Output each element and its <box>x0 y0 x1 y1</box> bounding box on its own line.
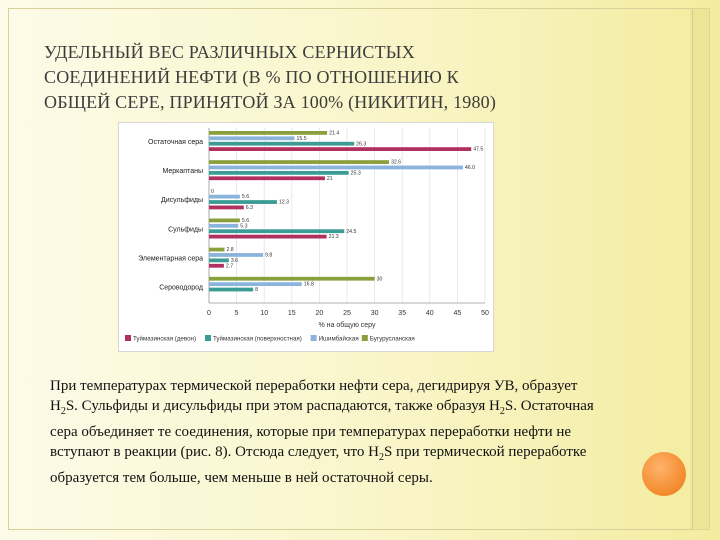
bar <box>209 205 244 210</box>
category-label: Дисульфиды <box>161 197 203 204</box>
data-label: 15.5 <box>297 136 307 142</box>
data-label: 24.5 <box>346 229 356 235</box>
bar <box>209 141 355 146</box>
legend-label: Ишимбайская <box>319 336 359 343</box>
bar <box>209 170 349 175</box>
x-axis-label: % на общую серу <box>318 321 376 329</box>
decorative-vertical-line <box>692 8 693 530</box>
bar-chart: 0 5 10 15 20 25 30 35 40 45 50 % на общую серу Остат… <box>125 128 489 343</box>
legend-label: Туймазинская (поверхностная) <box>213 336 302 343</box>
bar <box>209 247 225 252</box>
data-label: 12.3 <box>279 200 289 206</box>
data-label: 21 <box>327 176 333 182</box>
bar <box>209 218 240 223</box>
bar <box>209 258 229 263</box>
bar <box>209 194 240 199</box>
data-label: 2.8 <box>226 247 233 253</box>
bar <box>209 263 224 268</box>
data-label: 5.3 <box>240 223 247 229</box>
slide-title: УДЕЛЬНЫЙ ВЕС РАЗЛИЧНЫХ СЕРНИСТЫХ СОЕДИНЕ… <box>44 40 644 115</box>
legend-label: Бугурусланская <box>370 336 415 343</box>
data-label: 47.5 <box>473 147 483 153</box>
bar <box>209 147 472 151</box>
legend-swatch <box>310 335 317 341</box>
bar <box>209 253 264 257</box>
x-tick-label: 15 <box>288 310 296 317</box>
data-label: 5.6 <box>242 194 249 200</box>
chart-container: 0 5 10 15 20 25 30 35 40 45 50 % на общую серу Остат… <box>118 122 494 352</box>
body-text-part-3: S. Остаточная сера объединяет те соедине… <box>50 398 594 460</box>
data-label: 0 <box>211 189 214 195</box>
data-label: 2.7 <box>226 263 233 269</box>
bar <box>209 136 295 141</box>
bar <box>209 165 463 170</box>
data-label: 6.3 <box>246 205 253 211</box>
x-tick-label: 45 <box>454 310 462 317</box>
decorative-orange-circle <box>642 452 686 496</box>
category-label: Сульфиды <box>168 226 203 233</box>
category-label: Сероводород <box>159 285 203 292</box>
legend-swatch <box>361 335 368 341</box>
title-line-2: СОЕДИНЕНИЙ НЕФТИ (В % ПО ОТНОШЕНИЮ К <box>44 67 459 87</box>
x-tick-label: 20 <box>316 310 324 317</box>
bar <box>209 229 345 234</box>
title-line-3: ОБЩЕЙ СЕРЕ, ПРИНЯТОЙ ЗА 100% (НИКИТИН, 1… <box>44 92 497 112</box>
category-label: Остаточная сера <box>148 139 203 146</box>
x-tick-label: 25 <box>343 310 351 317</box>
bar <box>209 287 254 292</box>
x-tick-label: 30 <box>371 310 379 317</box>
title-line-1: УДЕЛЬНЫЙ ВЕС РАЗЛИЧНЫХ СЕРНИСТЫХ <box>44 42 415 62</box>
bar <box>209 234 327 239</box>
subscript-2: 2 <box>378 452 384 463</box>
subscript-2: 2 <box>60 406 66 417</box>
x-tick-label: 40 <box>426 310 434 317</box>
data-label: 32.6 <box>391 160 401 166</box>
data-label: 25.3 <box>351 170 361 176</box>
body-text-part-4: S при термической переработке образуется… <box>50 444 587 486</box>
body-text-part-1: При температурах термической переработки… <box>50 378 578 414</box>
data-label: 30 <box>377 276 383 282</box>
category-label: Меркаптаны <box>162 168 203 175</box>
subscript-2: 2 <box>499 406 505 417</box>
bar <box>209 176 325 181</box>
bar <box>209 160 389 164</box>
bar <box>209 200 277 204</box>
data-label: 3.6 <box>231 258 238 264</box>
legend-swatch <box>125 335 131 341</box>
bar <box>209 223 239 228</box>
x-tick-label: 5 <box>235 310 239 317</box>
body-text-part-2: S. Сульфиды и дисульфиды при этом распад… <box>65 398 500 414</box>
bar <box>209 131 328 135</box>
data-label: 21.4 <box>329 131 339 137</box>
data-label: 46.0 <box>465 165 475 171</box>
bar <box>209 276 375 281</box>
data-label: 26.3 <box>356 141 366 147</box>
legend-label: Туймазинская (девон) <box>133 336 196 343</box>
category-label: Элементарная сера <box>138 255 203 262</box>
x-tick-label: 35 <box>398 310 406 317</box>
x-tick-label: 50 <box>481 310 489 317</box>
legend-swatch <box>205 335 211 341</box>
data-label: 8 <box>255 287 258 293</box>
x-tick-label: 0 <box>207 310 211 317</box>
data-label: 21.3 <box>329 234 339 240</box>
bar <box>209 282 302 287</box>
x-tick-label: 10 <box>260 310 268 317</box>
data-label: 16.8 <box>304 282 314 288</box>
decorative-side-strip <box>690 8 710 530</box>
data-label: 9.8 <box>265 253 272 259</box>
body-paragraph: При температурах термической переработки… <box>50 376 606 488</box>
data-label: 5.6 <box>242 218 249 224</box>
